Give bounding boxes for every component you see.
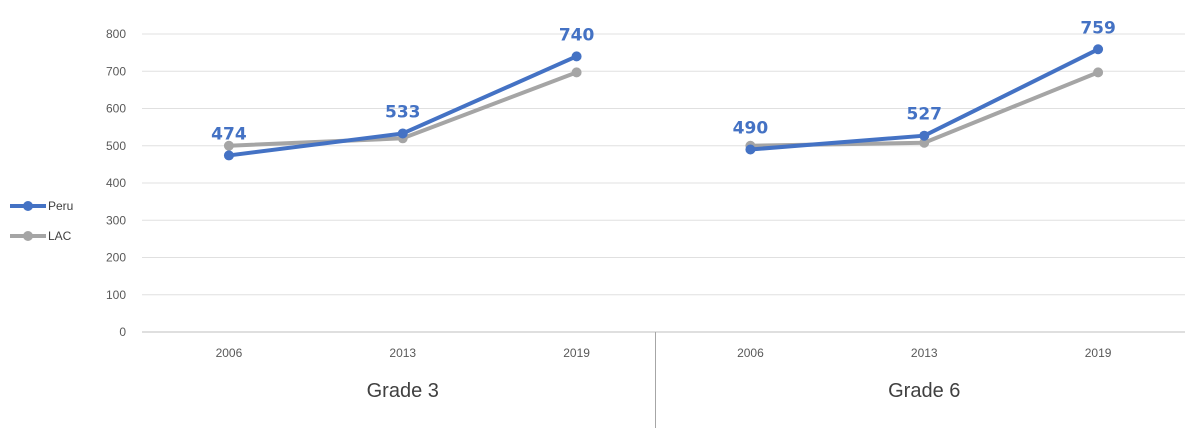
legend-label-peru: Peru	[48, 199, 73, 213]
y-tick-label-800: 800	[106, 27, 126, 41]
x-tick-label-grade-3-2013: 2013	[389, 346, 416, 360]
legend-marker-lac	[23, 231, 33, 241]
y-tick-label-500: 500	[106, 139, 126, 153]
x-tick-label-grade-6-2019: 2019	[1085, 346, 1112, 360]
data-label-peru-grade-6-2013: 527	[907, 105, 943, 125]
label-layer: 474 533 740 490 527 759	[211, 18, 1116, 144]
data-point-lac-grade-6-2019	[1093, 67, 1104, 78]
y-tick-label-0: 0	[119, 325, 126, 339]
x-tick-label-grade-3-2006: 2006	[216, 346, 243, 360]
data-label-peru-grade-6-2019: 759	[1080, 18, 1116, 38]
data-label-peru-grade-3-2019: 740	[559, 25, 595, 45]
axis-layer: 0 100 200 300 400 500 600 700 800 2006 2013 2019 Gra…	[106, 27, 1112, 428]
data-point-peru-grade-3-2019	[571, 51, 582, 62]
data-point-peru-grade-6-2019	[1093, 44, 1104, 55]
series-layer	[223, 44, 1104, 161]
y-tick-label-700: 700	[106, 64, 126, 78]
data-point-peru-grade-6-2006	[745, 144, 756, 155]
legend-label-lac: LAC	[48, 229, 72, 243]
y-tick-label-400: 400	[106, 176, 126, 190]
data-label-peru-grade-6-2006: 490	[733, 118, 769, 138]
data-label-peru-grade-3-2006: 474	[211, 124, 247, 144]
data-label-peru-grade-3-2013: 533	[385, 102, 421, 122]
data-point-lac-grade-6-2013	[919, 137, 930, 148]
legend: Peru LAC	[10, 199, 73, 243]
x-tick-label-grade-6-2006: 2006	[737, 346, 764, 360]
data-point-lac-grade-3-2006	[223, 140, 234, 151]
legend-marker-peru	[23, 201, 33, 211]
x-tick-label-grade-3-2019: 2019	[563, 346, 590, 360]
group-label-grade-6: Grade 6	[888, 380, 960, 402]
data-point-peru-grade-3-2013	[397, 128, 408, 139]
x-tick-label-grade-6-2013: 2013	[911, 346, 938, 360]
y-tick-label-300: 300	[106, 213, 126, 227]
y-tick-label-100: 100	[106, 288, 126, 302]
data-point-peru-grade-6-2013	[919, 130, 930, 141]
data-point-lac-grade-3-2019	[571, 67, 582, 78]
y-tick-label-200: 200	[106, 251, 126, 265]
data-point-peru-grade-3-2006	[223, 150, 234, 161]
y-tick-label-600: 600	[106, 102, 126, 116]
group-label-grade-3: Grade 3	[367, 380, 439, 402]
grid-layer	[142, 33, 1185, 333]
